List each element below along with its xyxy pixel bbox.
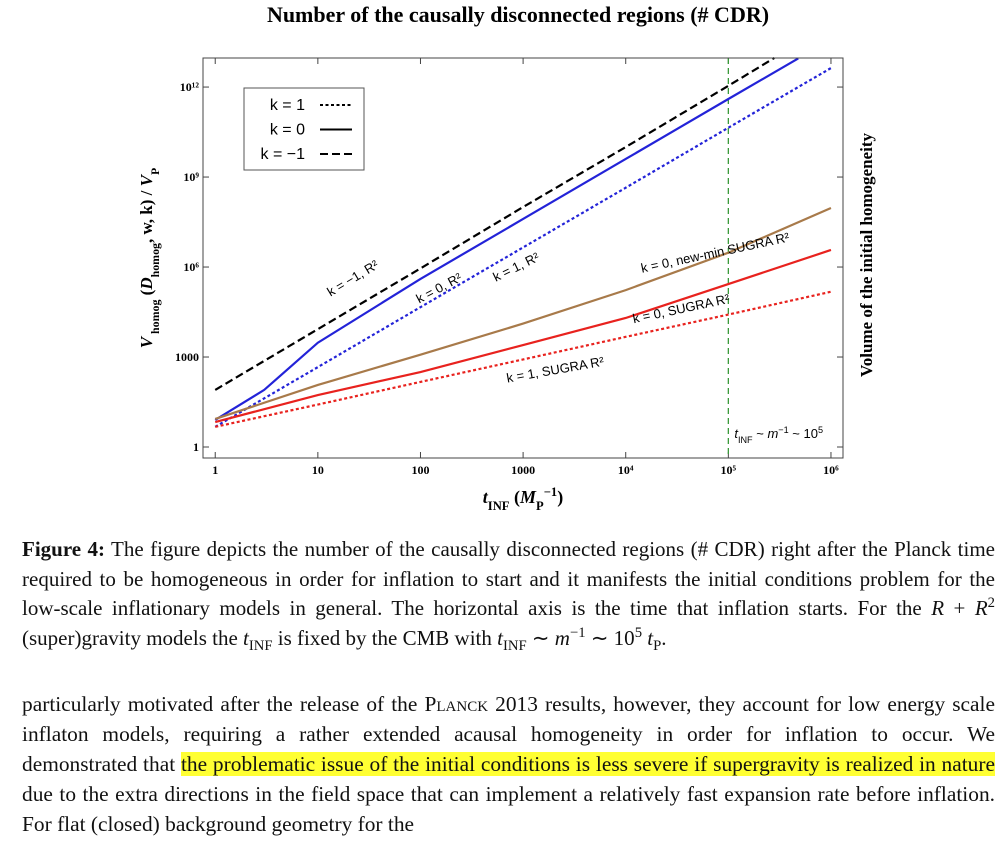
series-label: k = 0, R² — [414, 269, 465, 306]
text-run: . — [661, 625, 667, 650]
text-run: the problematic issue of the initial con… — [180, 752, 995, 776]
text-run: V — [137, 335, 156, 348]
text-run: INF — [738, 435, 753, 445]
text-run: 5 — [634, 624, 643, 641]
text-run: + — [944, 596, 975, 621]
series-label: k = 0, new-min SUGRA R² — [639, 229, 791, 275]
text-run: ) — [557, 487, 563, 508]
series-line — [214, 290, 832, 428]
text-run: 2013 results, however, they account for … — [22, 692, 995, 776]
text-run: ( — [510, 487, 521, 508]
text-run: Planck — [424, 692, 489, 716]
text-run: particularly motivated after the release… — [22, 692, 425, 716]
x-tick-label: 10⁵ — [721, 463, 737, 477]
text-run: 2 — [987, 595, 996, 612]
text-run: D — [137, 277, 156, 290]
text-run: m — [767, 426, 778, 441]
text-run: INF — [502, 637, 527, 654]
series-label: k = 1, R² — [490, 249, 542, 284]
series-line — [214, 57, 799, 421]
text-run: ∼ 10 — [585, 625, 635, 650]
text-run: −1 — [778, 425, 788, 435]
text-run: The figure depicts the number of the cau… — [22, 537, 995, 621]
x-tick-label: 1000 — [511, 463, 535, 477]
plot-mask — [202, 0, 844, 57]
x-tick-label: 10⁴ — [618, 463, 634, 477]
y2-axis-label: Volume of the initial homogeneity — [857, 133, 876, 377]
series-line — [214, 206, 832, 421]
text-run: Figure 4: — [22, 537, 106, 561]
text-run: t — [243, 625, 249, 650]
text-run: t — [497, 625, 503, 650]
text-run: t — [642, 625, 654, 650]
text-run: ~ — [753, 426, 768, 441]
text-run: R — [931, 596, 945, 621]
series-line — [214, 248, 832, 424]
legend-label: k = −1 — [261, 146, 306, 163]
text-run: INF — [488, 499, 510, 513]
text-run: , w, k) / — [137, 186, 156, 243]
text-run: ∼ — [526, 625, 555, 650]
chart-title: Number of the causally disconnected regi… — [267, 2, 769, 27]
text-run: ( — [137, 289, 156, 299]
x-tick-label: 10⁶ — [823, 463, 839, 477]
text-run: homog — [148, 300, 162, 337]
text-run: is fixed by the CMB with — [272, 625, 498, 650]
series-label: k = 0, SUGRA R² — [631, 291, 731, 326]
text-run: V — [137, 173, 156, 186]
text-run: 5 — [818, 425, 823, 435]
figure-caption: Figure 4: The figure depicts the number … — [22, 535, 995, 653]
series-label: k = 1, SUGRA R² — [505, 354, 605, 386]
text-run: P — [536, 499, 544, 513]
text-run: R — [974, 596, 988, 621]
text-run: t — [734, 426, 739, 441]
text-run: M — [519, 487, 537, 507]
y-tick-label: 1 — [193, 440, 199, 454]
series-label: k = −1, R² — [324, 257, 381, 300]
text-run: P — [653, 637, 662, 654]
text-run: INF — [248, 637, 273, 654]
x-axis-label: tINF (MP−1) — [483, 485, 563, 513]
x-tick-label: 100 — [411, 463, 429, 477]
y-axis-label: V homog (Dhomog, w, k) / VP — [137, 168, 162, 349]
text-run: P — [148, 168, 162, 175]
y-tick-label: 10⁹ — [183, 170, 199, 184]
text-run: homog — [148, 243, 162, 277]
y-tick-label: 1000 — [175, 350, 199, 364]
reference-label: tINF ~ m−1 ~ 105 — [734, 425, 823, 445]
text-run: t — [483, 487, 489, 507]
text-run: ~ 10 — [789, 426, 818, 441]
text-run: −1 — [544, 485, 557, 499]
body-paragraph: particularly motivated after the release… — [22, 689, 995, 839]
y-tick-label: 10⁶ — [183, 260, 199, 274]
x-tick-label: 10 — [312, 463, 324, 477]
text-run: −1 — [569, 624, 586, 641]
text-run: m — [554, 625, 570, 650]
y-tick-label: 10¹² — [180, 80, 200, 94]
legend-label: k = 0 — [270, 122, 305, 139]
x-tick-label: 1 — [212, 463, 218, 477]
legend-label: k = 1 — [270, 97, 305, 114]
text-run: due to the extra directions in the field… — [22, 782, 995, 836]
text-run: (super)gravity models the — [22, 625, 244, 650]
